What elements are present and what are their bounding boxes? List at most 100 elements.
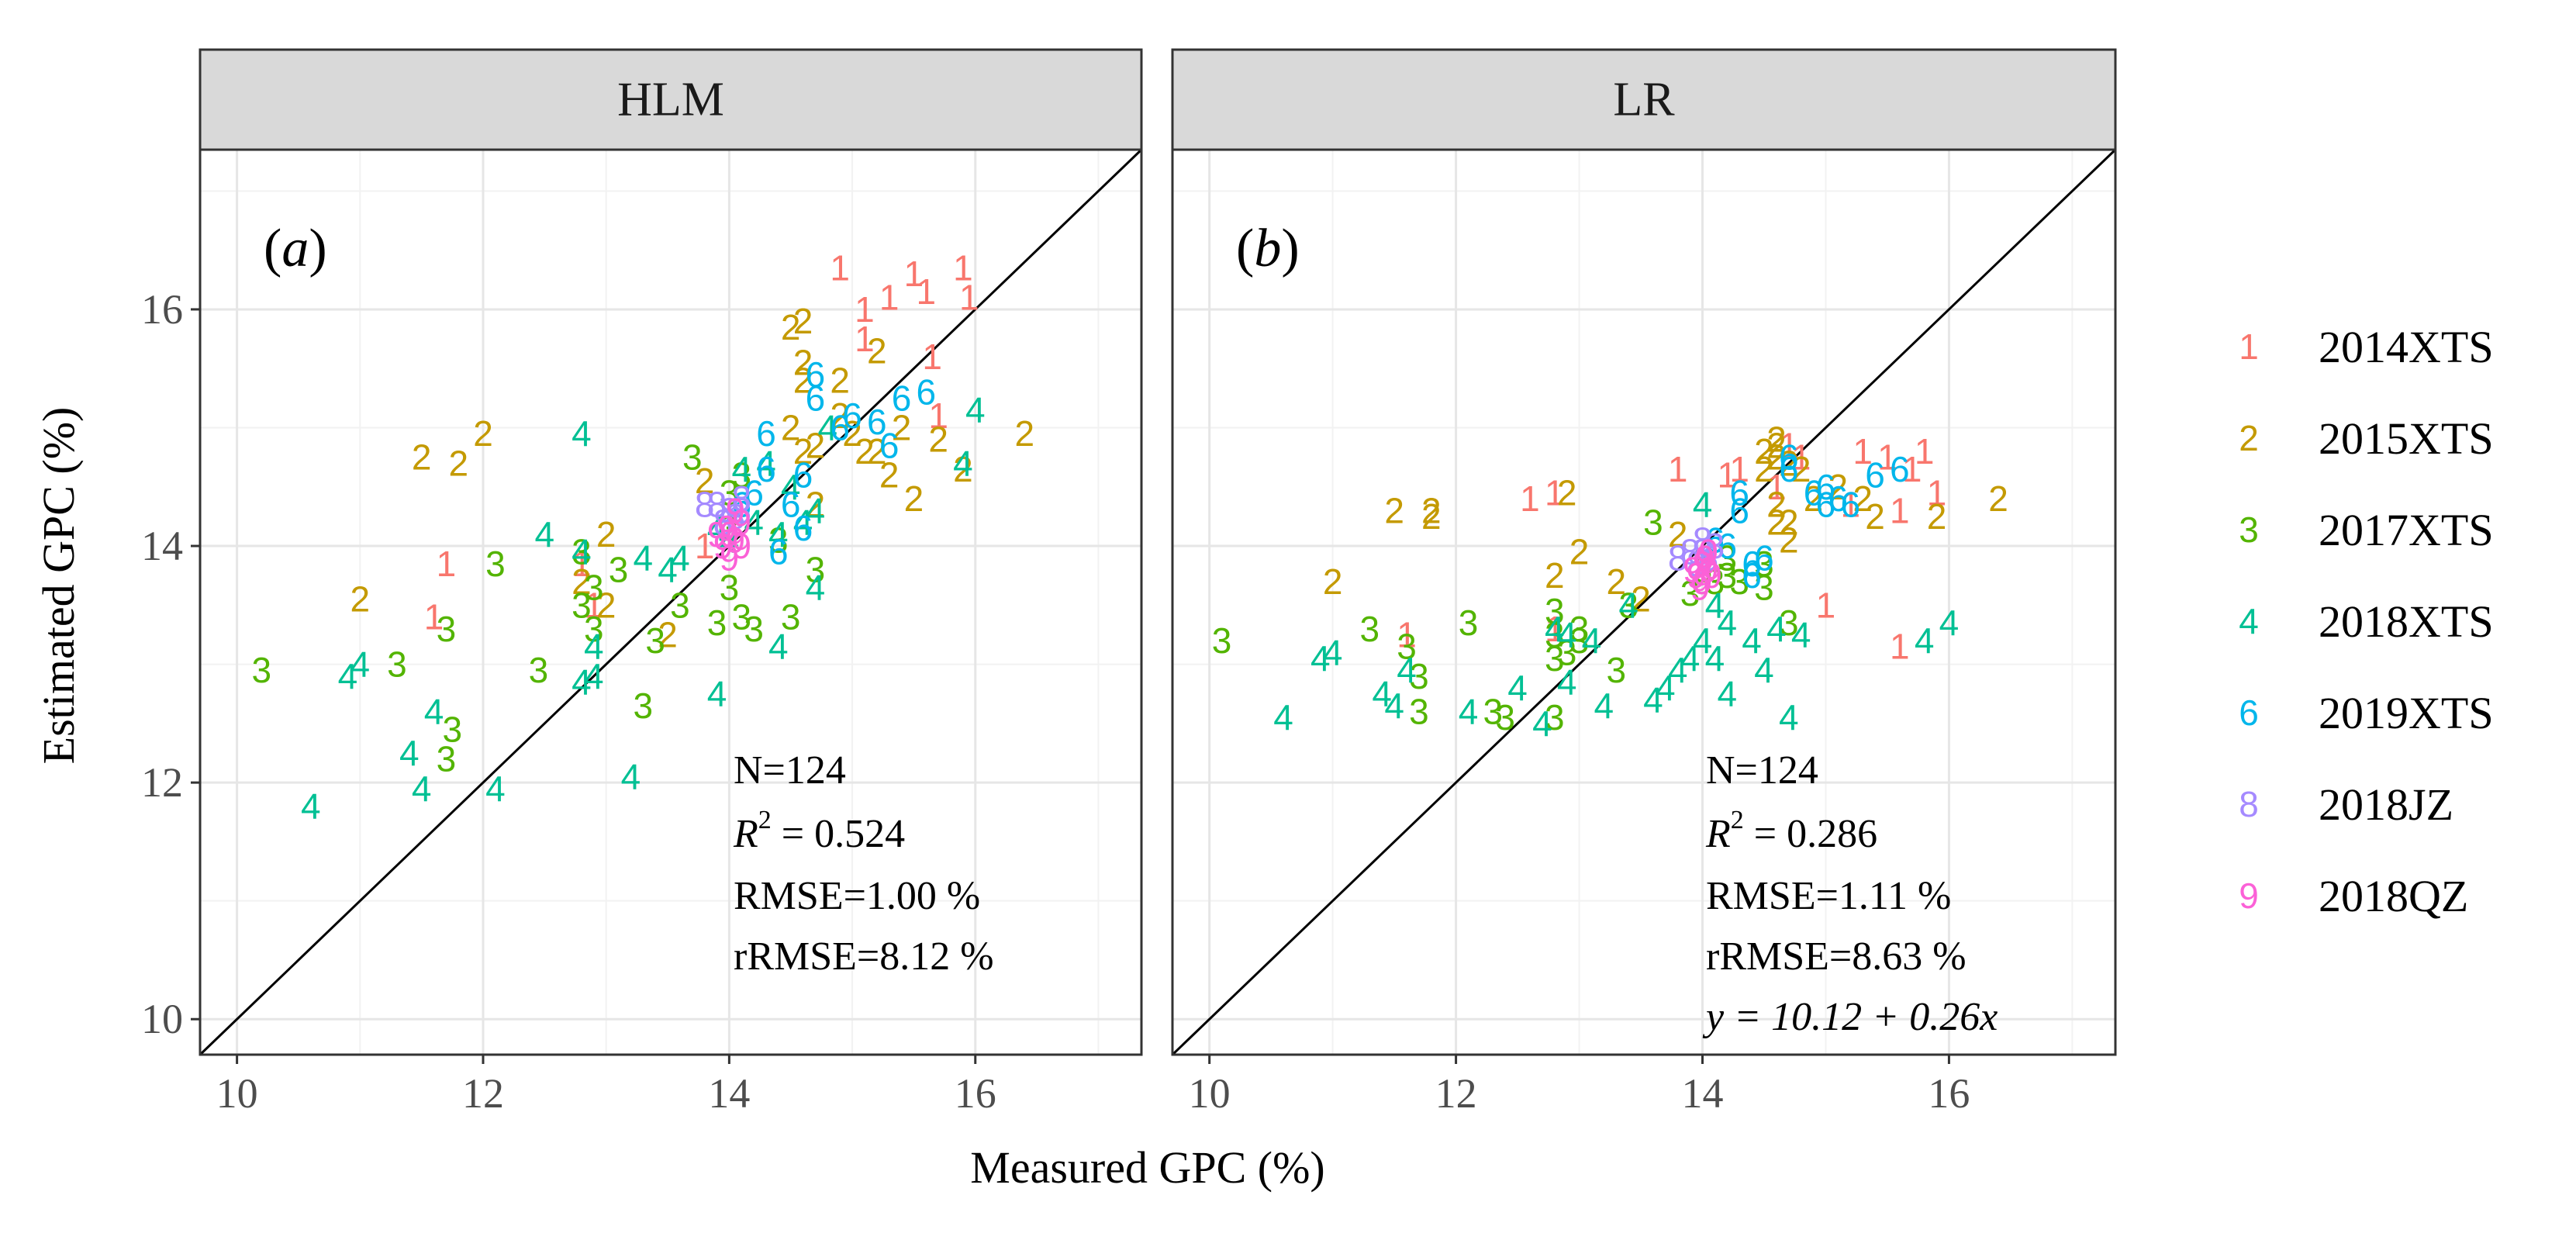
data-point-series-9: 9 bbox=[720, 537, 740, 578]
data-point-series-2: 2 bbox=[1766, 437, 1787, 478]
data-point-series-4: 4 bbox=[1507, 668, 1528, 708]
data-point-series-2: 2 bbox=[1791, 449, 1811, 489]
data-point-series-2: 2 bbox=[1754, 449, 1774, 489]
data-point-series-3: 3 bbox=[1754, 567, 1774, 607]
data-point-series-4: 4 bbox=[1668, 650, 1688, 690]
legend-label: 2019XTS bbox=[2319, 688, 2494, 738]
data-point-series-9: 9 bbox=[1687, 555, 1707, 596]
data-point-series-2: 2 bbox=[904, 478, 924, 519]
data-point-series-3: 3 bbox=[609, 550, 629, 590]
data-point-series-3: 3 bbox=[1643, 503, 1663, 543]
data-point-series-3: 3 bbox=[1569, 609, 1590, 649]
data-point-series-2: 2 bbox=[806, 425, 826, 465]
data-point-series-6: 6 bbox=[1729, 490, 1749, 530]
data-point-series-4: 4 bbox=[1372, 674, 1392, 714]
legend-label: 2014XTS bbox=[2319, 322, 2494, 372]
data-point-series-2: 2 bbox=[1323, 561, 1343, 602]
data-point-series-3: 3 bbox=[1459, 603, 1479, 643]
data-point-series-2: 2 bbox=[867, 431, 887, 471]
data-point-series-9: 9 bbox=[1693, 561, 1713, 602]
data-point-series-6: 6 bbox=[756, 449, 776, 489]
facet-strip bbox=[199, 48, 1143, 151]
data-point-series-1: 1 bbox=[1779, 425, 1799, 465]
data-point-series-6: 6 bbox=[842, 395, 862, 436]
data-point-series-2: 2 bbox=[1557, 472, 1577, 513]
data-point-series-3: 3 bbox=[781, 597, 801, 637]
data-point-series-2: 2 bbox=[953, 449, 973, 489]
data-point-series-6: 6 bbox=[806, 378, 826, 418]
data-point-series-6: 6 bbox=[793, 455, 813, 496]
legend-label: 2018XTS bbox=[2319, 596, 2494, 647]
data-point-series-8: 8 bbox=[1680, 532, 1701, 572]
data-point-series-4: 4 bbox=[953, 443, 973, 483]
y-tick-label: 16 bbox=[141, 286, 183, 333]
data-point-series-4: 4 bbox=[571, 532, 592, 572]
panel-border bbox=[1171, 148, 2117, 1056]
data-point-series-2: 2 bbox=[1853, 478, 1873, 519]
data-point-series-1: 1 bbox=[959, 278, 979, 318]
data-point-series-1: 1 bbox=[584, 585, 604, 625]
data-point-series-8: 8 bbox=[713, 503, 734, 543]
data-point-series-4: 4 bbox=[1717, 674, 1737, 714]
data-point-series-6: 6 bbox=[744, 472, 764, 513]
data-point-series-3: 3 bbox=[1545, 697, 1565, 737]
data-point-series-4: 4 bbox=[756, 443, 776, 483]
data-point-series-3: 3 bbox=[720, 567, 740, 607]
panel-border bbox=[199, 148, 1143, 1056]
data-point-series-3: 3 bbox=[1754, 544, 1774, 584]
data-point-series-9: 9 bbox=[1699, 532, 1719, 572]
y-tick-label: 10 bbox=[141, 996, 183, 1042]
data-point-series-3: 3 bbox=[1779, 603, 1799, 643]
stat-rrmse: rRMSE=8.12 % bbox=[734, 934, 994, 979]
data-point-series-3: 3 bbox=[1693, 550, 1713, 590]
data-point-series-6: 6 bbox=[867, 402, 887, 442]
x-axis-title: Measured GPC (%) bbox=[970, 1142, 1324, 1193]
data-point-series-9: 9 bbox=[1699, 550, 1719, 590]
legend-key: 6 bbox=[2239, 693, 2259, 733]
data-point-series-4: 4 bbox=[768, 627, 789, 667]
data-point-series-2: 2 bbox=[473, 413, 493, 454]
legend-label: 2018QZ bbox=[2319, 871, 2468, 921]
data-point-series-3: 3 bbox=[1212, 620, 1232, 661]
data-point-series-3: 3 bbox=[1360, 609, 1380, 649]
data-point-series-8: 8 bbox=[1668, 537, 1688, 578]
data-point-series-3: 3 bbox=[670, 585, 690, 625]
data-point-series-4: 4 bbox=[1643, 679, 1663, 720]
data-point-series-4: 4 bbox=[621, 757, 641, 797]
data-point-series-2: 2 bbox=[1865, 496, 1885, 537]
data-point-series-4: 4 bbox=[1705, 638, 1725, 679]
data-point-series-6: 6 bbox=[756, 413, 776, 454]
data-point-series-4: 4 bbox=[731, 449, 751, 489]
data-point-series-3: 3 bbox=[1606, 650, 1626, 690]
data-point-series-4: 4 bbox=[1397, 650, 1417, 690]
data-point-series-1: 1 bbox=[855, 319, 875, 359]
data-point-series-9: 9 bbox=[1695, 537, 1715, 578]
x-tick-label: 12 bbox=[1435, 1070, 1477, 1117]
data-point-series-1: 1 bbox=[1545, 472, 1565, 513]
data-point-series-6: 6 bbox=[1779, 437, 1799, 478]
data-point-series-1: 1 bbox=[695, 526, 715, 566]
stat-r2: R2 = 0.524 bbox=[733, 806, 905, 856]
data-point-series-6: 6 bbox=[892, 378, 912, 418]
data-point-series-2: 2 bbox=[658, 614, 678, 655]
data-point-series-4: 4 bbox=[1754, 650, 1774, 690]
data-point-series-3: 3 bbox=[1409, 656, 1429, 696]
stat-rmse: RMSE=1.00 % bbox=[734, 874, 980, 918]
data-point-series-4: 4 bbox=[424, 692, 444, 732]
data-point-series-4: 4 bbox=[1680, 638, 1701, 679]
data-point-series-2: 2 bbox=[1766, 485, 1787, 525]
data-point-series-3: 3 bbox=[682, 437, 703, 478]
data-point-series-1: 1 bbox=[904, 254, 924, 294]
data-point-series-6: 6 bbox=[1816, 467, 1836, 507]
data-point-series-4: 4 bbox=[1656, 668, 1676, 708]
x-tick-label: 14 bbox=[708, 1070, 750, 1117]
data-point-series-4: 4 bbox=[338, 656, 358, 696]
data-point-series-2: 2 bbox=[412, 437, 432, 478]
data-point-series-4: 4 bbox=[818, 407, 838, 447]
data-point-series-2: 2 bbox=[1421, 490, 1442, 530]
data-point-series-4: 4 bbox=[1742, 620, 1762, 661]
data-point-series-1: 1 bbox=[571, 544, 592, 584]
data-point-series-6: 6 bbox=[916, 372, 936, 413]
data-point-series-8: 8 bbox=[1693, 532, 1713, 572]
